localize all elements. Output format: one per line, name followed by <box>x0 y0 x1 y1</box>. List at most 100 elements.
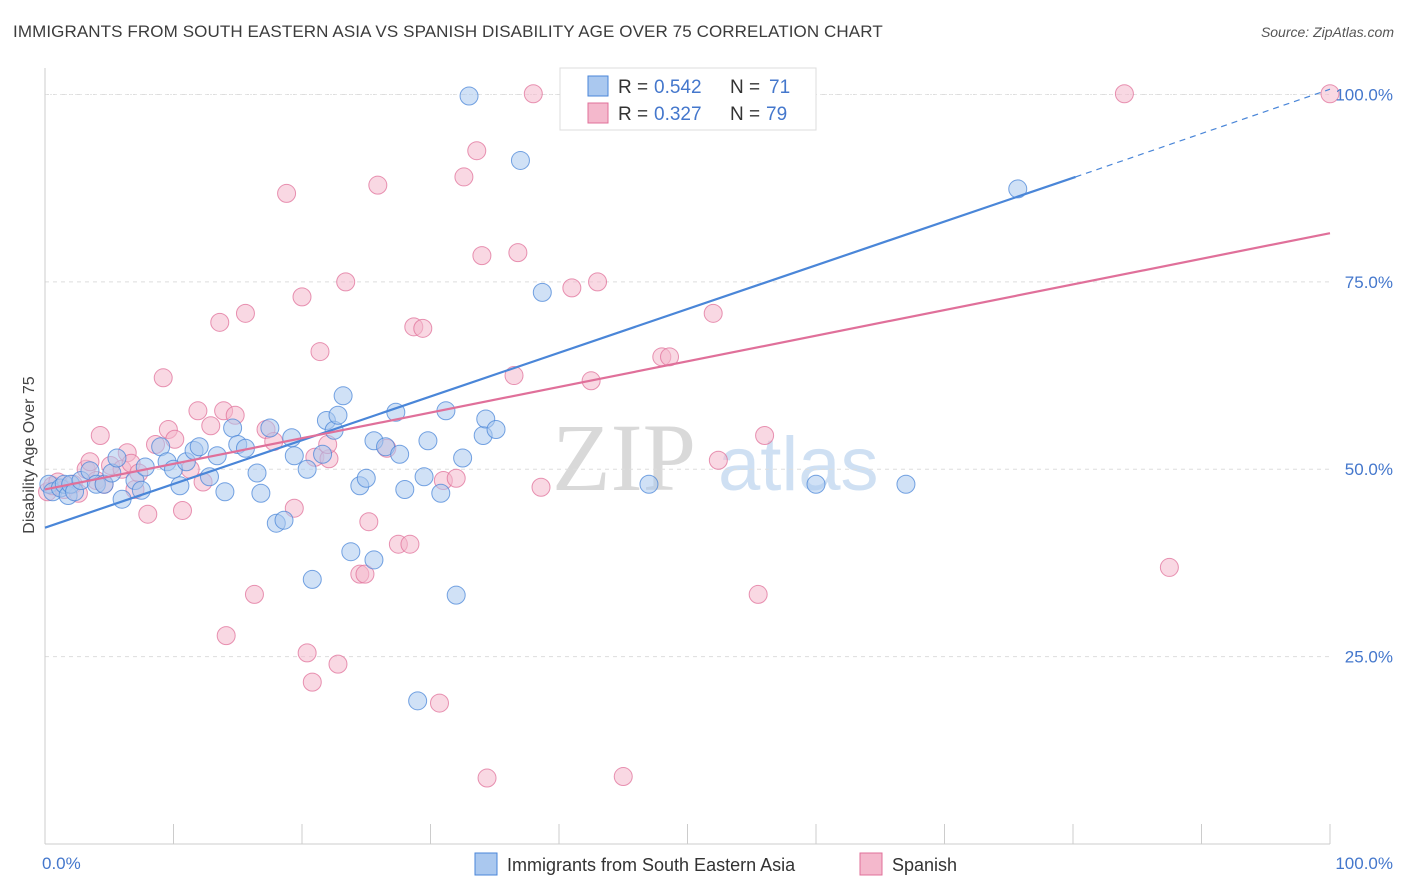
sea-point-57 <box>446 585 466 605</box>
sea-point-54 <box>418 431 438 451</box>
spanish-point-56 <box>467 141 487 161</box>
sea-point-31 <box>251 483 271 503</box>
legend-n-value-1: 71 <box>769 77 790 98</box>
spanish-point-44 <box>355 564 375 584</box>
spanish-point-22 <box>172 500 192 520</box>
bottom-legend-swatch-blue <box>474 852 498 876</box>
spanish-point-49 <box>400 534 420 554</box>
sea-point-38 <box>302 569 322 589</box>
tick-labels: 25.0% 50.0% 75.0% 100.0% 0.0% 100.0% <box>42 85 1393 873</box>
y-tick-label-75: 75.0% <box>1345 273 1393 292</box>
y-tick-label-50: 50.0% <box>1345 460 1393 479</box>
bottom-legend-label-sea: Immigrants from South Eastern Asia <box>507 855 796 875</box>
sea-point-26 <box>215 482 235 502</box>
spanish-point-63 <box>562 278 582 298</box>
spanish-point-19 <box>153 368 173 388</box>
spanish-point-65 <box>588 272 608 292</box>
y-tick-label-25: 25.0% <box>1345 648 1393 667</box>
spanish-point-55 <box>454 167 474 187</box>
spanish-point-54 <box>446 468 466 488</box>
bottom-legend-label-spanish: Spanish <box>892 855 957 875</box>
spanish-point-30 <box>235 303 255 323</box>
sea-point-59 <box>459 86 479 106</box>
spanish-point-37 <box>297 643 317 663</box>
spanish-point-73 <box>1114 84 1134 104</box>
spanish-point-41 <box>328 654 348 674</box>
spanish-point-76 <box>310 342 330 362</box>
axes <box>44 68 1331 845</box>
bottom-legend: Immigrants from South Eastern Asia Spani… <box>474 852 957 876</box>
spanish-point-31 <box>244 584 264 604</box>
sea-point-37 <box>297 459 317 479</box>
spanish-point-62 <box>531 477 551 497</box>
spanish-point-72 <box>755 426 775 446</box>
sea-point-12 <box>107 448 127 468</box>
sea-point-46 <box>356 468 376 488</box>
legend-r-value-2: 0.327 <box>654 104 702 125</box>
sea-point-43 <box>333 386 353 406</box>
source-attribution: Source: ZipAtlas.com <box>1260 24 1394 40</box>
watermark-atlas: atlas <box>718 422 879 507</box>
sea-point-39 <box>313 444 333 464</box>
spanish-point-46 <box>368 175 388 195</box>
sea-point-48 <box>364 550 384 570</box>
spanish-point-34 <box>277 183 297 203</box>
sea-point-35 <box>284 446 304 466</box>
sea-point-27 <box>223 418 243 438</box>
trend-line-spanish <box>44 232 1331 491</box>
spanish-point-28 <box>216 626 236 646</box>
spanish-point-17 <box>138 504 158 524</box>
sea-points <box>39 82 1028 711</box>
spanish-point-9 <box>90 426 110 446</box>
sea-point-30 <box>247 463 267 483</box>
legend-n-value-2: 79 <box>766 104 787 125</box>
bottom-legend-swatch-pink <box>859 852 883 876</box>
sea-point-67 <box>896 474 916 494</box>
spanish-point-52 <box>429 693 449 713</box>
trend-line-sea-extension <box>1075 88 1331 178</box>
spanish-point-69 <box>703 303 723 323</box>
sea-point-70 <box>408 691 428 711</box>
spanish-point-57 <box>472 246 492 266</box>
legend-r-label-1: R = <box>618 77 648 98</box>
legend-swatch-pink <box>587 102 609 124</box>
sea-point-64 <box>639 474 659 494</box>
sea-point-53 <box>414 467 434 487</box>
legend-n-label-2: N = <box>730 104 760 125</box>
spanish-point-60 <box>508 243 528 263</box>
legend-r-label-2: R = <box>618 104 648 125</box>
sea-point-16 <box>135 457 155 477</box>
spanish-point-77 <box>210 312 230 332</box>
sea-point-42 <box>328 405 348 425</box>
sea-point-15 <box>131 480 151 500</box>
trend-lines <box>44 88 1331 529</box>
sea-point-32 <box>260 418 280 438</box>
sea-point-23 <box>189 437 209 457</box>
sea-point-63 <box>510 150 530 170</box>
spanish-point-71 <box>748 584 768 604</box>
spanish-point-51 <box>413 318 433 338</box>
spanish-point-45 <box>359 512 379 532</box>
spanish-point-66 <box>613 767 633 787</box>
sea-point-66 <box>806 474 826 494</box>
spanish-point-38 <box>302 672 322 692</box>
y-axis-label: Disability Age Over 75 <box>21 376 38 534</box>
spanish-point-61 <box>523 84 543 104</box>
spanish-point-75 <box>1320 84 1340 104</box>
spanish-point-42 <box>336 272 356 292</box>
sea-point-52 <box>395 479 415 499</box>
spanish-point-24 <box>188 401 208 421</box>
sea-point-68 <box>1008 179 1028 199</box>
spanish-point-74 <box>1159 557 1179 577</box>
trend-line-sea <box>44 175 1076 529</box>
sea-point-51 <box>390 444 410 464</box>
sea-point-44 <box>341 542 361 562</box>
legend-n-label-1: N = <box>730 77 760 98</box>
stats-legend: R = 0.542 N = 71 R = 0.327 N = 79 <box>559 67 817 131</box>
spanish-point-59 <box>504 366 524 386</box>
spanish-point-70 <box>708 450 728 470</box>
sea-point-58 <box>453 448 473 468</box>
watermark-zip: ZIP <box>552 404 696 511</box>
legend-swatch-blue <box>587 75 609 97</box>
